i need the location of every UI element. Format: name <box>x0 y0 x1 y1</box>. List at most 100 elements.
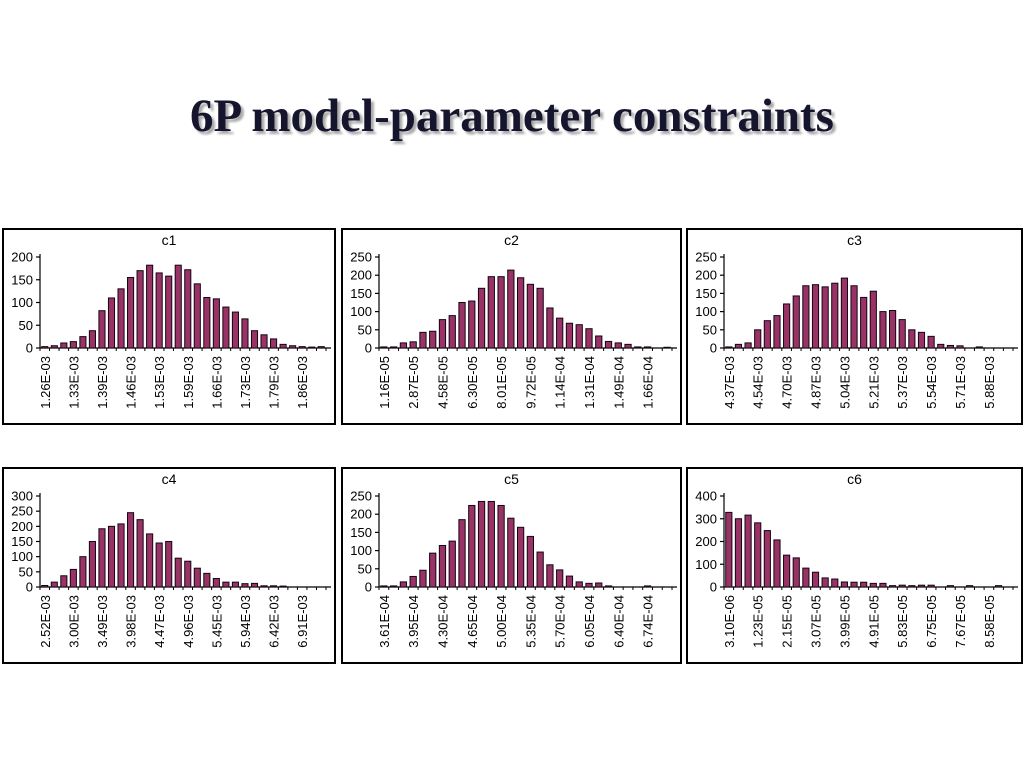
slide-title: 6P model-parameter constraints <box>190 90 834 143</box>
svg-text:3.98E-03: 3.98E-03 <box>124 595 139 648</box>
svg-text:6.40E-04: 6.40E-04 <box>611 595 626 648</box>
svg-text:200: 200 <box>350 268 372 283</box>
svg-text:5.94E-03: 5.94E-03 <box>238 595 253 648</box>
svg-text:6.91E-03: 6.91E-03 <box>295 595 310 648</box>
svg-text:4.47E-03: 4.47E-03 <box>152 595 167 648</box>
svg-text:3.99E-05: 3.99E-05 <box>837 595 852 648</box>
svg-text:5.54E-03: 5.54E-03 <box>924 356 939 409</box>
svg-text:150: 150 <box>695 286 717 301</box>
chart-panel-c5: c5 0 50 100 150 200 250 3.61E-04 3.95E-04 4.30E-… <box>341 467 682 664</box>
svg-text:300: 300 <box>11 489 33 504</box>
svg-text:200: 200 <box>695 268 717 283</box>
svg-text:200: 200 <box>11 519 33 534</box>
svg-text:100: 100 <box>350 304 372 319</box>
svg-text:4.54E-03: 4.54E-03 <box>751 356 766 409</box>
histogram-c3: 0 50 100 150 200 250 4.37E-03 4.54E-03 4.70E-03 4… <box>695 250 1018 409</box>
svg-text:2.87E-05: 2.87E-05 <box>406 356 421 409</box>
svg-text:2.52E-03: 2.52E-03 <box>38 595 53 648</box>
chart-title-c6: c6 <box>847 471 862 487</box>
svg-text:200: 200 <box>350 507 372 522</box>
chart-title-c4: c4 <box>161 471 177 487</box>
svg-text:5.70E-04: 5.70E-04 <box>553 595 568 648</box>
svg-text:0: 0 <box>365 580 372 595</box>
svg-text:6.74E-04: 6.74E-04 <box>641 595 656 648</box>
svg-text:400: 400 <box>695 489 717 504</box>
svg-text:1.33E-03: 1.33E-03 <box>66 356 81 409</box>
svg-text:0: 0 <box>26 580 33 595</box>
svg-text:0: 0 <box>710 341 717 356</box>
svg-text:3.61E-04: 3.61E-04 <box>377 595 392 648</box>
svg-text:5.37E-03: 5.37E-03 <box>895 356 910 409</box>
svg-text:0: 0 <box>710 580 717 595</box>
svg-text:100: 100 <box>11 295 33 310</box>
svg-text:150: 150 <box>350 525 372 540</box>
histogram-c2: 0 50 100 150 200 250 1.16E-05 2.87E-05 4.58E-05 6… <box>350 250 677 409</box>
histogram-c5: 0 50 100 150 200 250 3.61E-04 3.95E-04 4.30E-04 4… <box>350 489 677 648</box>
svg-text:5.88E-03: 5.88E-03 <box>982 356 997 409</box>
svg-text:1.66E-04: 1.66E-04 <box>641 356 656 409</box>
svg-text:5.35E-04: 5.35E-04 <box>523 595 538 648</box>
svg-text:1.53E-03: 1.53E-03 <box>152 356 167 409</box>
svg-text:3.95E-04: 3.95E-04 <box>406 595 421 648</box>
svg-text:200: 200 <box>695 534 717 549</box>
svg-text:150: 150 <box>11 272 33 287</box>
svg-text:4.87E-03: 4.87E-03 <box>809 356 824 409</box>
histogram-c6: 0 100 200 300 400 3.10E-06 1.23E-05 2.15E-05 3.0… <box>695 489 1018 648</box>
svg-text:1.16E-05: 1.16E-05 <box>377 356 392 409</box>
svg-text:300: 300 <box>695 511 717 526</box>
svg-text:9.72E-05: 9.72E-05 <box>523 356 538 409</box>
svg-text:5.45E-03: 5.45E-03 <box>209 595 224 648</box>
chart-panel-c3: c3 0 50 100 150 200 250 4.37E-03 4.54E-03 4.70E-… <box>686 228 1023 425</box>
svg-text:8.01E-05: 8.01E-05 <box>494 356 509 409</box>
svg-text:6.75E-05: 6.75E-05 <box>924 595 939 648</box>
svg-text:4.96E-03: 4.96E-03 <box>181 595 196 648</box>
svg-text:200: 200 <box>11 250 33 265</box>
svg-text:5.71E-03: 5.71E-03 <box>953 356 968 409</box>
svg-text:1.23E-05: 1.23E-05 <box>751 595 766 648</box>
chart-panel-c6: c6 0 100 200 300 400 3.10E-06 1.23E-05 2.15E-05… <box>686 467 1023 664</box>
svg-text:150: 150 <box>11 534 33 549</box>
svg-text:3.49E-03: 3.49E-03 <box>95 595 110 648</box>
svg-text:1.79E-03: 1.79E-03 <box>267 356 282 409</box>
svg-text:1.14E-04: 1.14E-04 <box>553 356 568 409</box>
svg-text:50: 50 <box>358 322 372 337</box>
chart-title-c3: c3 <box>847 232 862 248</box>
svg-text:100: 100 <box>350 543 372 558</box>
svg-text:100: 100 <box>695 304 717 319</box>
svg-text:4.58E-05: 4.58E-05 <box>435 356 450 409</box>
svg-text:250: 250 <box>350 489 372 504</box>
svg-text:50: 50 <box>19 318 33 333</box>
svg-text:1.86E-03: 1.86E-03 <box>295 356 310 409</box>
svg-text:5.21E-03: 5.21E-03 <box>866 356 881 409</box>
svg-text:1.49E-04: 1.49E-04 <box>611 356 626 409</box>
svg-text:250: 250 <box>11 504 33 519</box>
svg-text:2.15E-05: 2.15E-05 <box>780 595 795 648</box>
chart-title-c1: c1 <box>161 232 177 248</box>
svg-text:1.73E-03: 1.73E-03 <box>238 356 253 409</box>
svg-text:1.66E-03: 1.66E-03 <box>209 356 224 409</box>
svg-text:5.00E-04: 5.00E-04 <box>494 595 509 648</box>
svg-text:50: 50 <box>358 561 372 576</box>
svg-text:1.39E-03: 1.39E-03 <box>95 356 110 409</box>
svg-text:6.05E-04: 6.05E-04 <box>582 595 597 648</box>
histogram-c1: 0 50 100 150 200 1.26E-03 1.33E-03 1.39E-03 1.46… <box>11 250 331 409</box>
chart-panel-c2: c2 0 50 100 150 200 250 1.16E-05 2.87E-05 4.58E-… <box>341 228 682 425</box>
svg-text:1.59E-03: 1.59E-03 <box>181 356 196 409</box>
svg-text:1.46E-03: 1.46E-03 <box>124 356 139 409</box>
svg-text:5.83E-05: 5.83E-05 <box>895 595 910 648</box>
svg-text:4.30E-04: 4.30E-04 <box>435 595 450 648</box>
svg-text:50: 50 <box>703 322 717 337</box>
chart-title-c5: c5 <box>504 471 519 487</box>
svg-text:5.04E-03: 5.04E-03 <box>837 356 852 409</box>
svg-text:3.10E-06: 3.10E-06 <box>722 595 737 648</box>
svg-text:6.42E-03: 6.42E-03 <box>267 595 282 648</box>
svg-text:250: 250 <box>695 250 717 265</box>
svg-text:250: 250 <box>350 250 372 265</box>
svg-text:1.26E-03: 1.26E-03 <box>38 356 53 409</box>
svg-text:0: 0 <box>365 341 372 356</box>
svg-text:4.70E-03: 4.70E-03 <box>780 356 795 409</box>
svg-text:3.00E-03: 3.00E-03 <box>66 595 81 648</box>
svg-text:4.65E-04: 4.65E-04 <box>465 595 480 648</box>
svg-text:6.30E-05: 6.30E-05 <box>465 356 480 409</box>
